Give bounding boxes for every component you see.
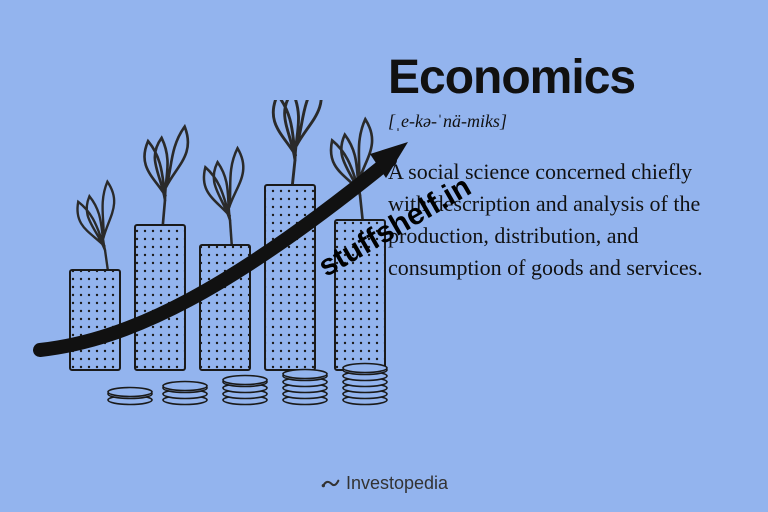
text-block: Economics [ˌe-kə-ˈnä-miks] A social scie… — [388, 50, 708, 284]
brand-label: Investopedia — [346, 473, 448, 494]
brand-footer: Investopedia — [0, 473, 768, 494]
pronunciation: [ˌe-kə-ˈnä-miks] — [388, 111, 708, 132]
brand-icon — [320, 474, 340, 494]
definition-card: Economics [ˌe-kə-ˈnä-miks] A social scie… — [0, 0, 768, 512]
term-title: Economics — [388, 50, 708, 105]
